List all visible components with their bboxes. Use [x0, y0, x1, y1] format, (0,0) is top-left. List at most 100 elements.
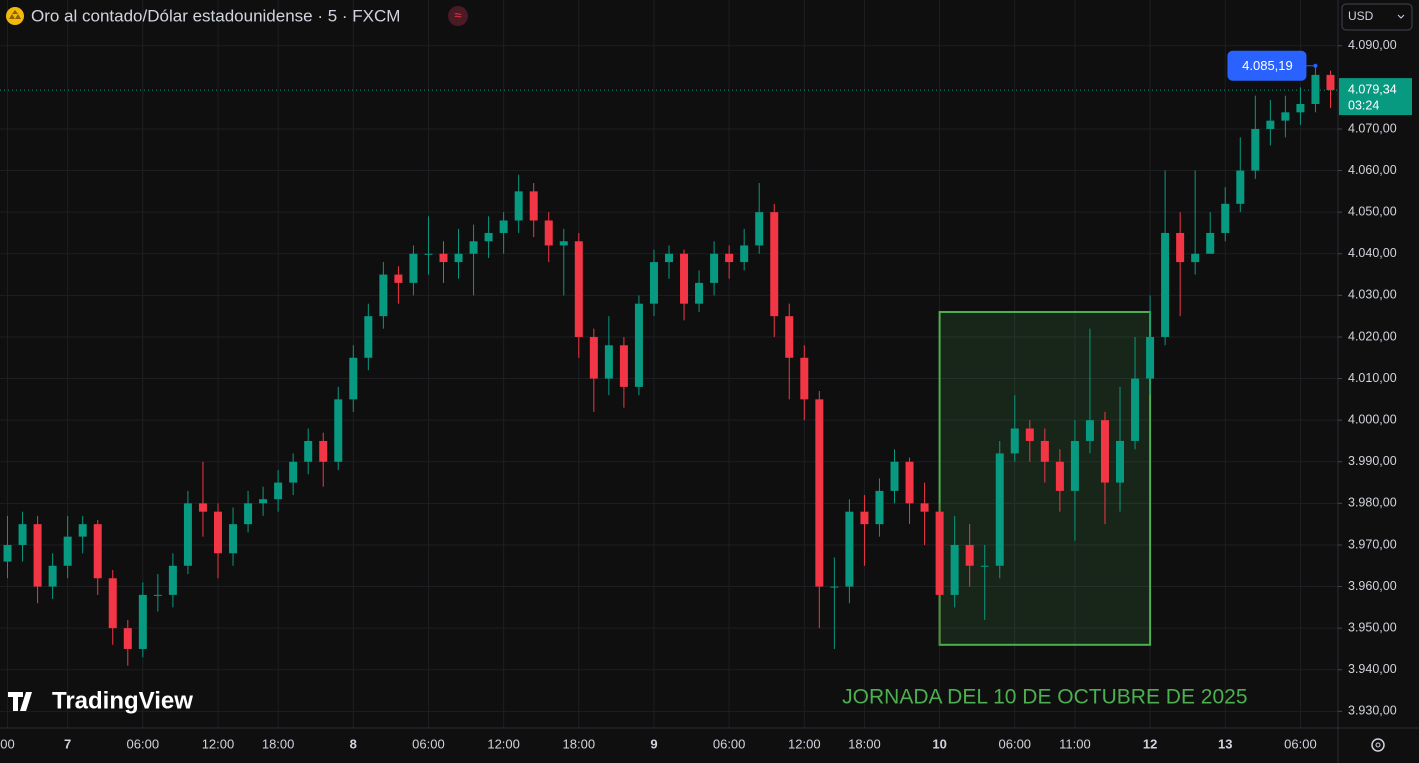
- candle-body: [890, 461, 899, 491]
- y-tick-label: 4.050,00: [1348, 204, 1397, 218]
- x-tick-label: 12:00: [487, 736, 520, 751]
- candle-body: [168, 565, 177, 595]
- x-tick-label: 18:00: [848, 736, 881, 751]
- x-tick-label: 12:00: [202, 736, 235, 751]
- candle-body: [995, 453, 1004, 566]
- currency-button[interactable]: [1341, 3, 1413, 31]
- x-tick-label: 18:00: [563, 736, 596, 751]
- candle-body: [815, 399, 824, 587]
- candle-body: [93, 524, 102, 579]
- candle-body: [544, 220, 553, 246]
- x-tick-label: 00: [0, 736, 14, 751]
- status-icon[interactable]: [448, 6, 468, 26]
- candle-body: [1266, 120, 1275, 129]
- y-tick-label: 4.060,00: [1348, 163, 1397, 177]
- x-tick-label: 13: [1218, 736, 1232, 751]
- candle-body: [725, 253, 734, 263]
- x-tick-label: 06:00: [1284, 736, 1317, 751]
- x-tick-label: 06:00: [412, 736, 445, 751]
- candle-body: [1055, 461, 1064, 491]
- candle-body: [785, 316, 794, 358]
- watermark-logo: [8, 692, 32, 711]
- candle-body: [845, 511, 854, 587]
- x-tick-label: 06:00: [999, 736, 1032, 751]
- candle-body: [78, 524, 87, 537]
- candle-body: [123, 628, 132, 649]
- candle-body: [153, 594, 162, 596]
- candle-body: [574, 241, 583, 337]
- candle-body: [364, 316, 373, 358]
- candle-body: [649, 262, 658, 304]
- candle-body: [770, 212, 779, 317]
- candle-body: [198, 503, 207, 512]
- candle-body: [755, 212, 764, 246]
- candle-body: [559, 241, 568, 246]
- high-marker-dot: [1313, 63, 1318, 68]
- candle-body: [229, 524, 238, 554]
- candle-body: [409, 253, 418, 283]
- candle-body: [33, 524, 42, 587]
- x-tick-label: 8: [350, 736, 357, 751]
- y-tick-label: 4.010,00: [1348, 371, 1397, 385]
- candle-body: [1281, 112, 1290, 121]
- high-marker-tag: [1227, 50, 1307, 81]
- candle-body: [424, 253, 433, 255]
- y-tick-label: 3.930,00: [1348, 704, 1397, 718]
- candle-body: [604, 345, 613, 379]
- y-tick-label: 3.950,00: [1348, 620, 1397, 634]
- candle-body: [213, 511, 222, 554]
- candle-body: [1040, 440, 1049, 462]
- currency-label: USD: [1348, 9, 1374, 23]
- last-price-tag: [1339, 78, 1412, 116]
- candle-body: [529, 191, 538, 221]
- candle-body: [514, 191, 523, 221]
- candle-body: [1296, 104, 1305, 113]
- watermark: TradingView: [52, 687, 193, 714]
- candle-body: [1326, 74, 1335, 91]
- candle-body: [1116, 440, 1125, 483]
- high-marker-label: 4.085,19: [1242, 58, 1293, 73]
- candle-body: [1025, 428, 1034, 441]
- grid: [0, 0, 1338, 728]
- candle-body: [274, 482, 283, 500]
- candle-body: [665, 253, 673, 263]
- y-tick-label: 4.070,00: [1348, 121, 1397, 135]
- settings-button[interactable]: [1371, 738, 1385, 752]
- candle-body: [1070, 440, 1079, 491]
- y-tick-label: 3.970,00: [1348, 537, 1397, 551]
- x-tick-label: 12: [1143, 736, 1157, 751]
- y-tick-label: 4.030,00: [1348, 288, 1397, 302]
- candle-body: [108, 578, 117, 629]
- candle-body: [980, 565, 989, 567]
- y-tick-label: 3.990,00: [1348, 454, 1397, 468]
- candle-body: [1311, 74, 1320, 104]
- candle-body: [905, 461, 914, 504]
- y-tick-label: 4.040,00: [1348, 246, 1397, 260]
- candle-body: [1221, 203, 1230, 233]
- candle-body: [589, 336, 598, 379]
- candle-body: [1176, 232, 1185, 263]
- candle-body: [860, 511, 869, 525]
- candle-body: [1236, 170, 1245, 204]
- candle-body: [695, 282, 704, 304]
- y-tick-label: 3.980,00: [1348, 496, 1397, 510]
- y-tick-label: 4.000,00: [1348, 412, 1397, 426]
- candle-body: [454, 253, 463, 263]
- candle-body: [1146, 336, 1155, 379]
- candle-body: [800, 357, 809, 400]
- x-tick-label: 06:00: [713, 736, 746, 751]
- candle-body: [304, 440, 313, 462]
- x-tick-label: 11:00: [1059, 736, 1091, 751]
- candle-body: [469, 241, 478, 254]
- candle-body: [18, 524, 27, 545]
- candle-body: [1131, 378, 1140, 441]
- candle-body: [950, 544, 959, 595]
- candle-body: [1010, 428, 1019, 454]
- candle-body: [484, 232, 493, 242]
- candle-body: [499, 220, 508, 233]
- candle-body: [1206, 232, 1215, 254]
- symbol-icon: [6, 7, 24, 25]
- x-tick-label: 10: [932, 736, 946, 751]
